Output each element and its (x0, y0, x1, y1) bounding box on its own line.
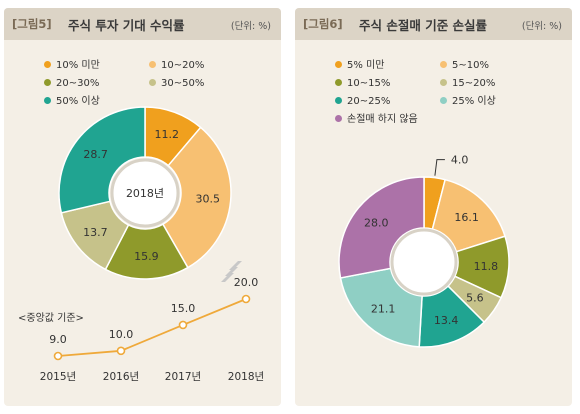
data-label: 11.8 (474, 260, 499, 273)
data-label: 28.7 (83, 148, 108, 161)
data-label: 11.2 (154, 128, 179, 141)
data-point (241, 294, 251, 304)
legend-swatch (440, 97, 447, 104)
legend-swatch (335, 97, 342, 104)
leader-line (434, 159, 445, 176)
legend-swatch (440, 79, 447, 86)
data-label: 9.0 (49, 333, 67, 346)
legend-item: 5% 미만 (335, 60, 384, 72)
data-point (178, 320, 188, 330)
data-point (116, 346, 126, 356)
data-point (53, 351, 63, 361)
x-tick-label: 2018년 (228, 371, 264, 383)
legend-swatch (149, 79, 156, 86)
figure-6-title: 주식 손절매 기준 손실률 (359, 18, 488, 33)
legend-item: 20~25% (335, 96, 390, 108)
legend-swatch (149, 61, 156, 68)
donut-center (390, 228, 458, 296)
legend-item: 5~10% (440, 60, 489, 72)
figure-5-unit: (단위: %) (230, 21, 271, 32)
x-tick-label: 2016년 (103, 371, 139, 383)
median-line-chart: 9.0 2015년 10.0 2016년 15.0 2017년 20.0 2018년 (40, 276, 264, 383)
center-label: 2018년 (126, 187, 164, 200)
donut-slice (161, 126, 232, 269)
figure-5-number: [그림5] (12, 17, 52, 31)
x-tick-label: 2015년 (40, 371, 76, 383)
data-label: 4.0 (451, 154, 469, 167)
legend-item: 10~20% (149, 60, 204, 72)
donut-slice (339, 267, 423, 348)
legend-item: 15~20% (440, 78, 495, 90)
legend-swatch (44, 79, 51, 86)
data-label: 15.0 (171, 302, 196, 315)
donut-chart-stoploss: 4.0 16.1 11.8 5.6 13.4 21.1 28.0 (338, 154, 510, 348)
legend-item: 10~15% (335, 78, 390, 90)
figure-5-panel: [그림5] 주식 투자 기대 수익률 (단위: %) 10% 미만 10~20%… (4, 8, 281, 406)
donut-slice (338, 176, 425, 279)
data-label: 21.1 (371, 303, 396, 316)
figure-5-header: [그림5] 주식 투자 기대 수익률 (단위: %) (4, 8, 281, 40)
legend-item: 손절매 하지 않음 (335, 114, 418, 126)
donut-center (110, 158, 180, 228)
legend-swatch (335, 61, 342, 68)
legend-swatch (44, 61, 51, 68)
donut-chart-2018: 11.2 30.5 15.9 13.7 28.7 2018년 (58, 106, 232, 280)
data-label: 28.0 (364, 216, 389, 229)
legend-item: 30~50% (149, 78, 204, 90)
figure-6-header: [그림6] 주식 손절매 기준 손실률 (단위: %) (295, 8, 572, 40)
data-label: 16.1 (454, 211, 479, 224)
data-label: 13.7 (83, 226, 108, 239)
chevron-decor-icon (221, 261, 242, 282)
data-label: 10.0 (109, 328, 134, 341)
legend-item: 25% 이상 (440, 96, 496, 108)
data-label: 5.6 (466, 291, 484, 304)
data-label: 30.5 (195, 193, 220, 206)
data-label: 13.4 (434, 314, 459, 327)
legend-swatch (44, 97, 51, 104)
legend-swatch (335, 79, 342, 86)
figure-6-number: [그림6] (303, 17, 343, 31)
legend-item: 20~30% (44, 78, 99, 90)
legend-swatch (440, 61, 447, 68)
series-line (57, 298, 247, 357)
data-label: 15.9 (134, 250, 159, 263)
x-tick-label: 2017년 (165, 371, 201, 383)
figure-6-unit: (단위: %) (521, 21, 562, 32)
legend-swatch (335, 115, 342, 122)
legend-item: 50% 이상 (44, 96, 100, 108)
data-label: 20.0 (234, 276, 259, 289)
figure-5-title: 주식 투자 기대 수익률 (68, 18, 185, 33)
legend-item: 10% 미만 (44, 60, 100, 72)
median-note: <중앙값 기준> (18, 313, 84, 324)
donut-slice (58, 106, 146, 214)
